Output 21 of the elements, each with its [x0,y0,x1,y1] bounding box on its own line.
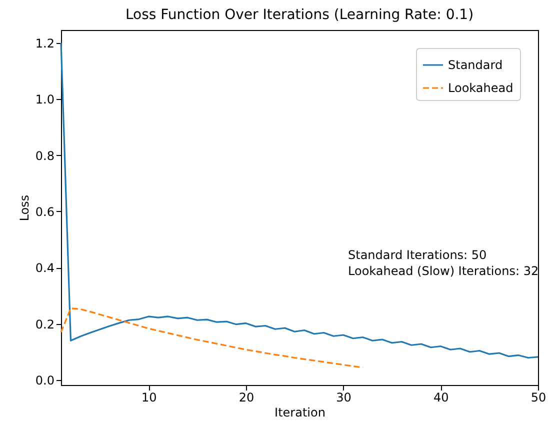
y-tick-label: 0.0 [35,373,54,388]
y-tick-label: 1.0 [35,92,54,107]
y-tick-label: 1.2 [35,36,54,50]
legend-label: Standard [448,58,503,72]
y-tick-label: 0.2 [35,317,54,332]
y-tick-label: 0.4 [35,261,54,276]
x-tick-label: 10 [141,390,157,404]
y-tick-label: 0.8 [35,148,54,163]
line-series [60,308,364,368]
y-tick-label: 0.6 [35,204,54,219]
x-tick-label: 20 [238,390,254,404]
x-tick-label: 30 [336,390,352,404]
legend-label: Lookahead [448,81,514,95]
line-series [60,42,539,359]
chart-title: Loss Function Over Iterations (Learning Rate: 0.1) [125,7,474,23]
annotation: Lookahead (Slow) Iterations: 32 [348,264,539,278]
x-tick-label: 50 [530,390,546,404]
y-axis-title: Loss [17,194,32,222]
x-tick-label: 40 [434,390,449,404]
x-axis-title: Iteration [274,406,326,420]
annotation: Standard Iterations: 50 [348,248,487,262]
